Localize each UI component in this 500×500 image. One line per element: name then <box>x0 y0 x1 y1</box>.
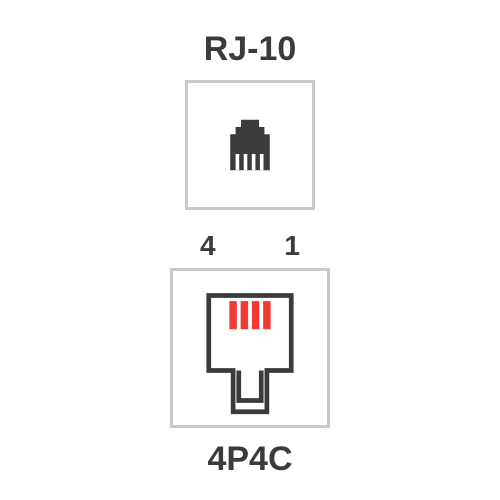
connector-subtitle: 4P4C <box>0 440 500 479</box>
pin-number-labels: 4 1 <box>200 230 300 262</box>
rj10-jack-icon <box>205 100 295 190</box>
pin-label-left: 4 <box>200 230 216 262</box>
jack-box <box>185 80 315 210</box>
connector-diagram: RJ-10 4 1 <box>0 0 500 500</box>
rj10-plug-icon <box>175 273 325 423</box>
connector-title: RJ-10 <box>0 30 500 69</box>
plug-box <box>170 268 330 428</box>
pin-label-right: 1 <box>284 230 300 262</box>
